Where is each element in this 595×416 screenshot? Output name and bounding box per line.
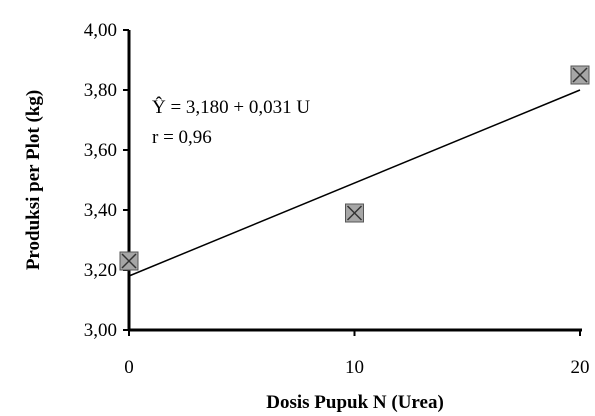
r-annotation: r = 0,96 xyxy=(152,127,212,148)
y-tick-label: 3,80 xyxy=(84,80,117,101)
y-tick-label: 3,60 xyxy=(84,140,117,161)
x-tick-label: 20 xyxy=(571,357,590,378)
data-points xyxy=(119,65,590,271)
y-tick-label: 3,20 xyxy=(84,260,117,281)
y-tick-label: 4,00 xyxy=(84,20,117,41)
axes xyxy=(127,30,582,332)
x-axis-title: Dosis Pupuk N (Urea) xyxy=(266,392,444,413)
data-point xyxy=(570,65,590,85)
equation-annotation: Ŷ = 3,180 + 0,031 U xyxy=(152,96,310,118)
y-tick-label: 3,00 xyxy=(84,320,117,341)
y-ticks: 3,00 3,20 3,40 3,60 3,80 4,00 xyxy=(84,20,129,341)
x-tick-label: 10 xyxy=(345,357,364,378)
y-tick-label: 3,40 xyxy=(84,200,117,221)
x-tick-label: 0 xyxy=(124,357,134,378)
y-axis-title: Produksi per Plot (kg) xyxy=(23,90,44,270)
data-point xyxy=(119,251,139,271)
data-point xyxy=(345,203,364,223)
trendline xyxy=(128,89,581,277)
x-ticks: 0 10 20 xyxy=(124,330,590,378)
